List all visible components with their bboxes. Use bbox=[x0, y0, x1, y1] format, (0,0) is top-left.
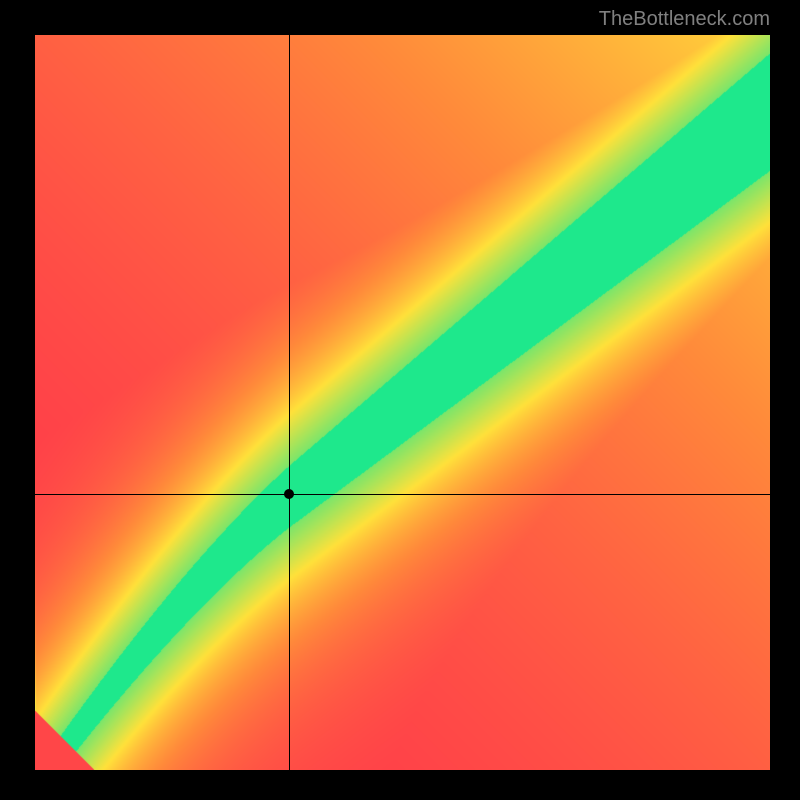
crosshair-vertical bbox=[289, 35, 290, 770]
heatmap-canvas bbox=[35, 35, 770, 770]
watermark-text: TheBottleneck.com bbox=[599, 8, 770, 31]
crosshair-marker bbox=[284, 489, 294, 499]
heatmap-plot bbox=[35, 35, 770, 770]
crosshair-horizontal bbox=[35, 494, 770, 495]
